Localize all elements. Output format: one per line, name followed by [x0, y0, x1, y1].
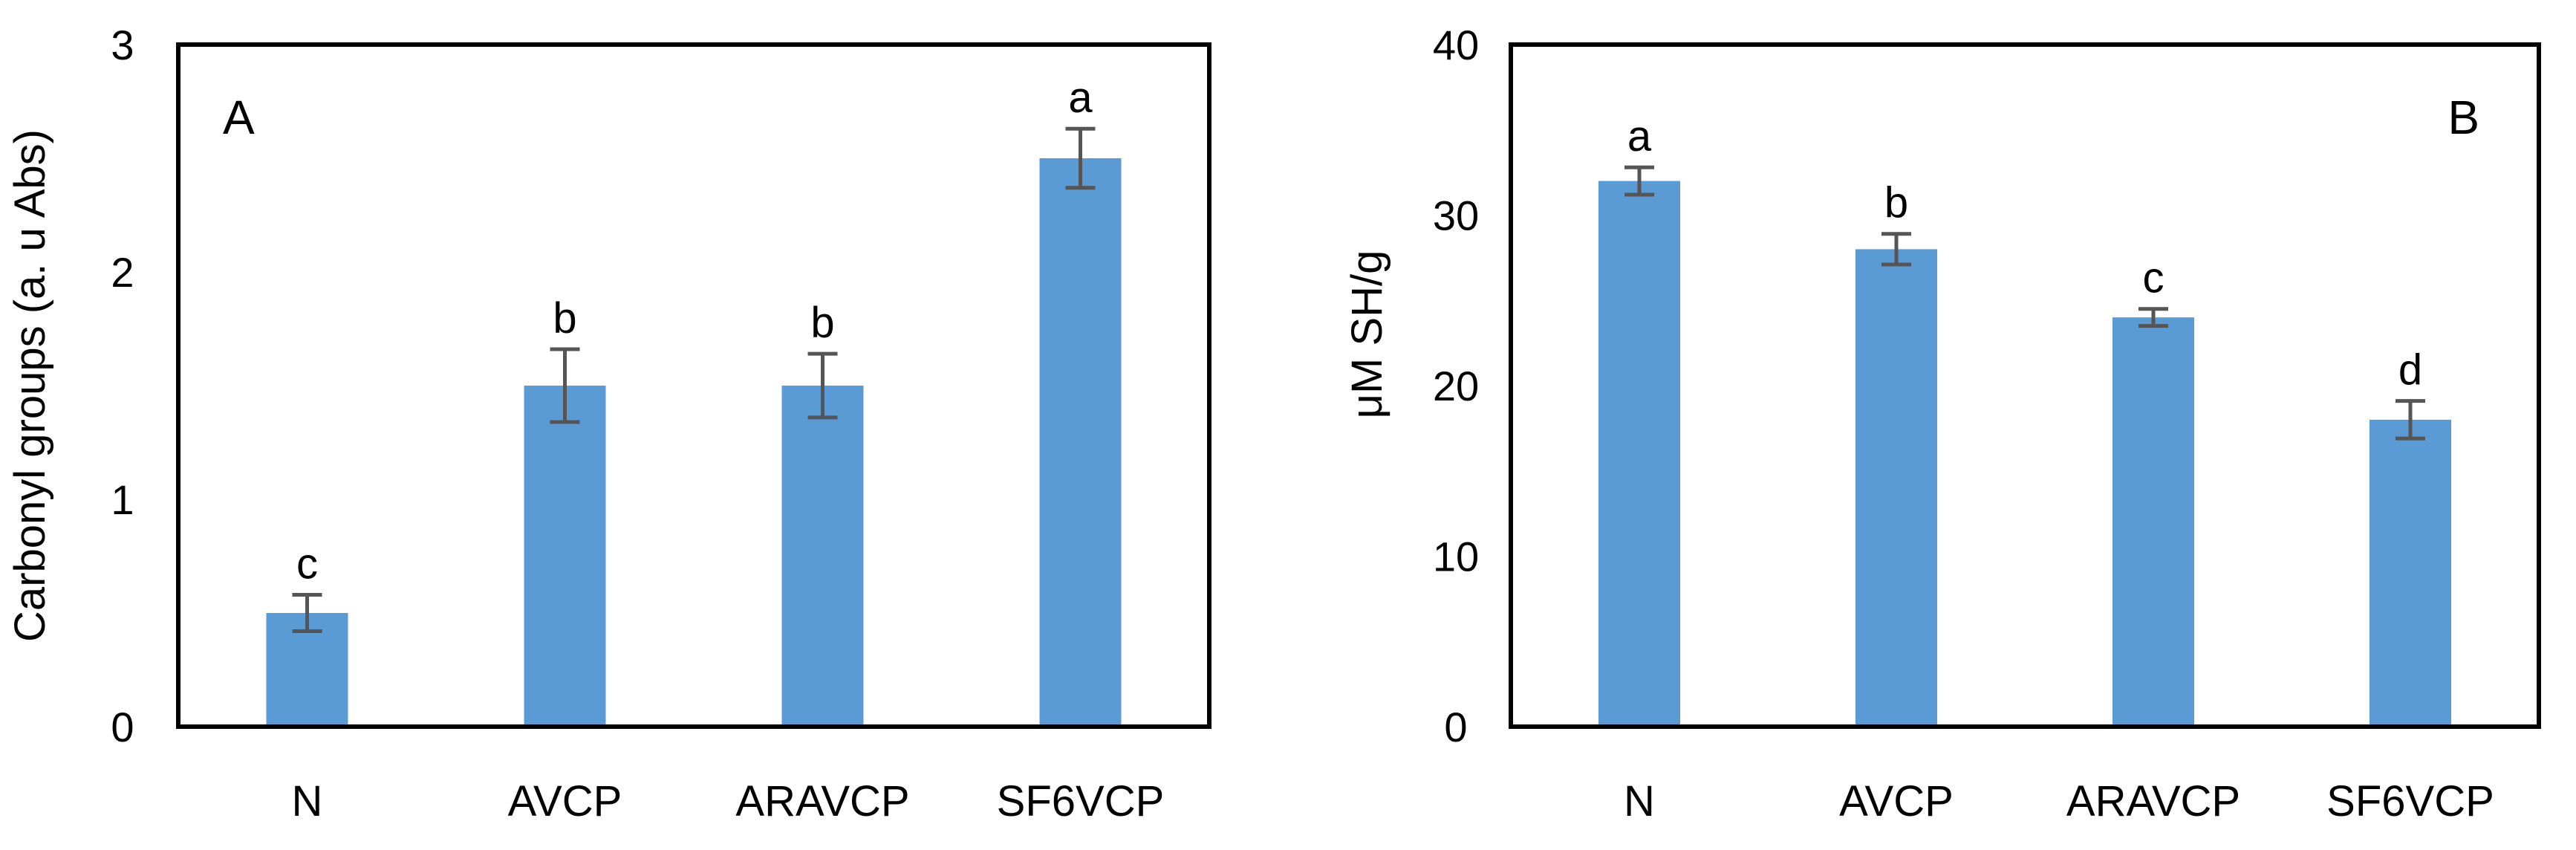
panel-label: A [223, 91, 255, 144]
x-tick-label-avcp: AVCP [508, 777, 622, 825]
error-bar-n [1624, 165, 1654, 197]
bar-n [1598, 181, 1680, 727]
x-tick-label-n: N [1624, 777, 1655, 825]
y-tick-label: 0 [1444, 704, 1467, 750]
significance-label-aravcp: c [2143, 254, 2164, 302]
chart-panel-a: c Nb AVCP b ARAVCP a SF6VCP 0 1 2 3 Carbonyl groups… [6, 22, 1211, 825]
y-tick-label: 0 [111, 704, 134, 750]
significance-label-avcp: b [553, 294, 576, 343]
x-tick-label-sf6vcp: SF6VCP [2326, 777, 2494, 825]
y-tick-label: 40 [1433, 22, 1479, 68]
y-tick-label: 2 [111, 249, 134, 296]
y-tick-label: 10 [1433, 533, 1479, 580]
x-tick-label-aravcp: ARAVCP [2066, 777, 2240, 825]
error-bar-sf6vcp [1065, 126, 1096, 190]
y-axis-label: μM SH/g [1343, 250, 1391, 419]
y-tick-label: 20 [1433, 363, 1479, 409]
y-tick-label: 3 [111, 22, 134, 68]
bar-sf6vcp [2370, 419, 2451, 727]
x-tick-label-sf6vcp: SF6VCP [997, 777, 1165, 825]
significance-label-sf6vcp: d [2398, 346, 2422, 395]
x-tick-label-aravcp: ARAVCP [735, 777, 909, 825]
bar-avcp [524, 386, 606, 727]
significance-label-n: c [296, 540, 318, 588]
error-bar-avcp [1881, 232, 1911, 267]
error-bar-avcp [550, 347, 580, 424]
x-tick-label-avcp: AVCP [1839, 777, 1954, 825]
chart-panel-b: a Nb AVCP c ARAVCP d SF6VCP 0 10 20 30 40 μM SH/g B [1343, 22, 2541, 825]
error-bar-sf6vcp [2396, 399, 2425, 441]
significance-label-sf6vcp: a [1068, 74, 1093, 122]
bar-avcp [1855, 249, 1937, 727]
error-bar-aravcp [2138, 307, 2168, 328]
significance-label-avcp: b [1884, 179, 1908, 227]
significance-label-n: a [1627, 112, 1652, 160]
plot-frame [176, 42, 1211, 729]
y-tick-label: 30 [1433, 192, 1479, 239]
error-bar-n [292, 593, 322, 633]
significance-label-aravcp: b [810, 299, 834, 347]
error-bar-aravcp [807, 351, 838, 420]
bar-sf6vcp [1039, 158, 1122, 727]
panel-label: B [2447, 91, 2479, 144]
bar-aravcp [781, 386, 864, 727]
x-tick-label-n: N [292, 777, 323, 825]
bar-aravcp [2112, 317, 2194, 727]
y-tick-label: 1 [111, 476, 134, 523]
plot-frame [1509, 42, 2541, 729]
y-axis-label: Carbonyl groups (a. u Abs) [6, 129, 54, 642]
